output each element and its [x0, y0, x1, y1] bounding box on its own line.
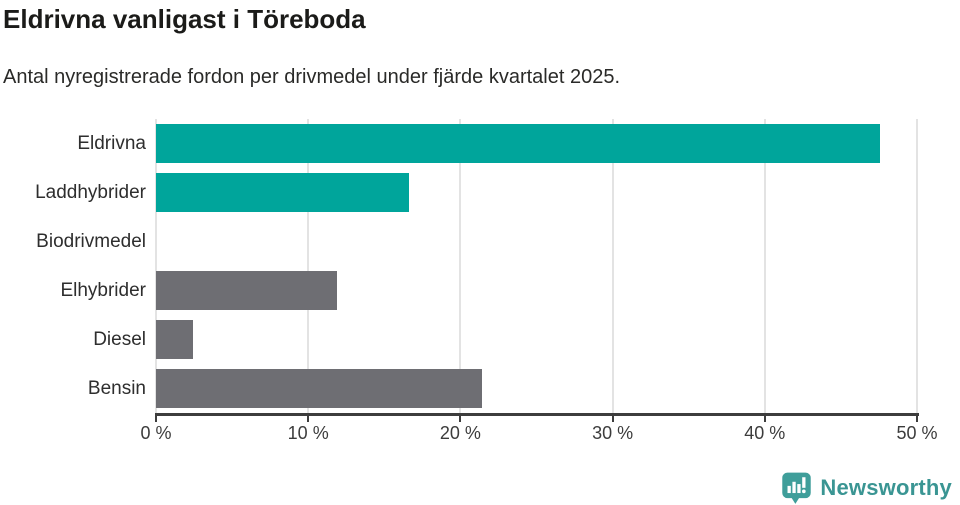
gridline-10	[307, 119, 310, 413]
chart-title: Eldrivna vanligast i Töreboda	[3, 4, 366, 34]
category-label-laddhybrider: Laddhybrider	[35, 182, 146, 203]
gridline-20	[459, 119, 462, 413]
x-tick-0	[155, 416, 157, 422]
plot-area	[155, 119, 918, 413]
newsworthy-speech-bubble-bar-chart-icon	[782, 472, 812, 504]
newsworthy-logo: Newsworthy	[781, 471, 952, 505]
category-label-elhybrider: Elhybrider	[60, 280, 146, 301]
x-tick-50	[916, 416, 918, 422]
x-tick-label-50: 50 %	[896, 423, 938, 443]
x-tick-label-20: 20 %	[439, 423, 481, 443]
category-axis: Eldrivna Laddhybrider Biodrivmedel Elhybrid…	[0, 119, 146, 413]
bar-bensin	[156, 369, 482, 408]
x-tick-label-10: 10 %	[287, 423, 329, 443]
x-tick-label-40: 40 %	[744, 423, 786, 443]
x-tick-20	[459, 416, 462, 422]
x-tick-label-30: 30 %	[592, 423, 634, 443]
chart-subtitle: Antal nyregistrerade fordon per drivmede…	[3, 66, 621, 88]
x-tick-30	[611, 416, 614, 422]
bar-laddhybrider	[156, 173, 409, 212]
category-label-biodrivmedel: Biodrivmedel	[36, 231, 146, 252]
bar-diesel	[156, 320, 193, 359]
category-label-bensin: Bensin	[87, 378, 146, 399]
category-label-diesel: Diesel	[93, 329, 146, 350]
x-axis-line	[155, 413, 919, 416]
gridline-0	[155, 119, 157, 413]
gridline-50	[916, 119, 918, 413]
bar-elhybrider	[156, 271, 338, 310]
x-tick-10	[307, 416, 310, 422]
category-label-eldrivna: Eldrivna	[77, 133, 146, 154]
brand-name: Newsworthy	[820, 475, 952, 500]
x-tick-label-0: 0 %	[140, 423, 172, 443]
gridline-40	[763, 119, 766, 413]
x-tick-40	[763, 416, 766, 422]
bar-eldrivna	[156, 124, 881, 163]
gridline-30	[611, 119, 614, 413]
